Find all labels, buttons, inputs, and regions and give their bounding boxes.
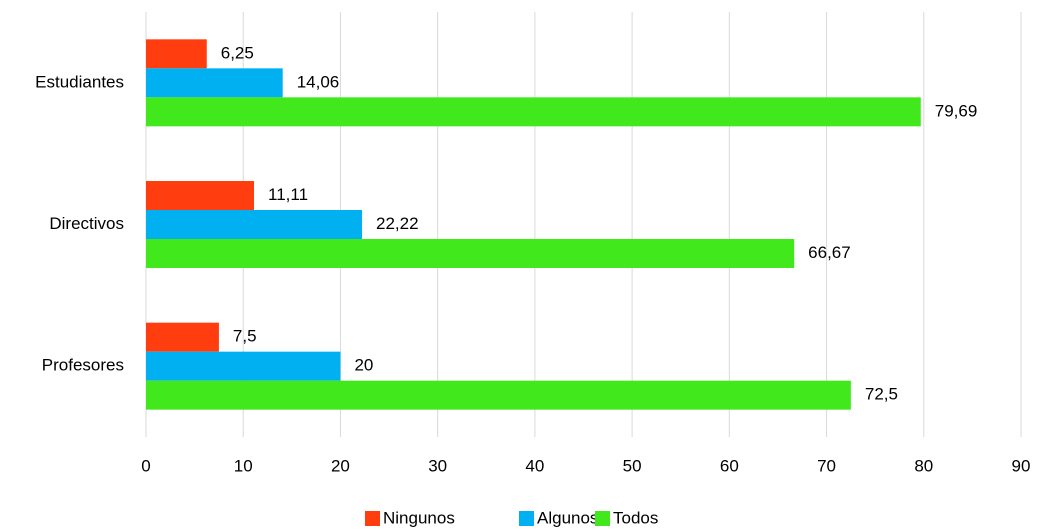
x-tick-label: 10 [234, 456, 253, 475]
x-tick-label: 0 [141, 456, 150, 475]
y-tick-label: Directivos [49, 214, 124, 233]
bar [146, 322, 219, 352]
value-label: 66,67 [808, 243, 851, 262]
x-tick-label: 50 [623, 456, 642, 475]
bar [146, 97, 921, 127]
legend-swatch [519, 511, 534, 526]
x-tick-label: 70 [817, 456, 836, 475]
x-tick-label: 80 [914, 456, 933, 475]
y-tick-label: Estudiantes [35, 72, 124, 91]
bar [146, 380, 851, 410]
legend-label: Todos [613, 508, 658, 527]
value-label: 20 [354, 356, 373, 375]
bar [146, 351, 341, 381]
bar [146, 210, 363, 239]
bar [146, 39, 207, 69]
value-label: 7,5 [233, 327, 257, 346]
y-tick-label: Profesores [42, 356, 124, 375]
legend-label: Ningunos [383, 508, 455, 527]
legend-swatch [365, 511, 380, 526]
value-label: 22,22 [376, 214, 419, 233]
bar [146, 68, 283, 98]
value-label: 79,69 [935, 101, 978, 120]
value-label: 14,06 [297, 72, 340, 91]
x-tick-label: 60 [720, 456, 739, 475]
x-tick-label: 40 [525, 456, 544, 475]
value-label: 11,11 [268, 185, 308, 204]
bar [146, 181, 255, 210]
bar [146, 239, 795, 268]
x-tick-label: 30 [428, 456, 447, 475]
x-tick-label: 90 [1012, 456, 1031, 475]
value-label: 6,25 [221, 43, 254, 62]
x-tick-label: 20 [331, 456, 350, 475]
legend-label: Algunos [537, 508, 598, 527]
value-label: 72,5 [865, 385, 898, 404]
legend-swatch [595, 511, 610, 526]
